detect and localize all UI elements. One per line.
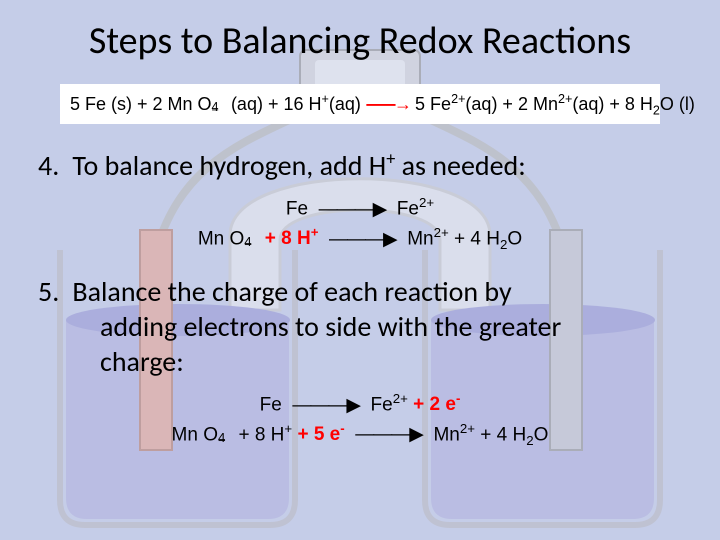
step-4: 4. To balance hydrogen, add H+ as needed…: [38, 148, 692, 183]
step-5: 5. Balance the charge of each reaction b…: [38, 274, 692, 379]
step-5-equations: Fe ———▶ Fe2+ + 2 e- Mn O4− + 8 H+ + 5 e-…: [28, 391, 692, 448]
step-number: 5.: [38, 274, 66, 309]
equation-fe-electrons: Fe ———▶ Fe2+ + 2 e-: [28, 391, 692, 417]
main-equation-box: 5 Fe (s) + 2 Mn O4− (aq) + 16 H+(aq) ⸺→ …: [60, 84, 660, 124]
slide-content: Steps to Balancing Redox Reactions 5 Fe …: [0, 0, 720, 488]
reaction-arrow-icon: ⸺→: [366, 94, 410, 114]
equation-mn: Mn O4− + 8 H+ ———▶ Mn2+ + 4 H2O: [28, 225, 692, 252]
slide-title: Steps to Balancing Redox Reactions: [28, 18, 692, 64]
step-text: To balance hydrogen, add H+ as needed:: [72, 148, 525, 183]
step-number: 4.: [38, 148, 66, 183]
step-text: Balance the charge of each reaction by a…: [38, 274, 692, 379]
equation-mn-electrons: Mn O4− + 8 H+ + 5 e- ———▶ Mn2+ + 4 H2O: [28, 421, 692, 448]
step-4-equations: Fe ———▶ Fe2+ Mn O4− + 8 H+ ———▶ Mn2+ + 4…: [28, 195, 692, 252]
equation-fe: Fe ———▶ Fe2+: [28, 195, 692, 221]
